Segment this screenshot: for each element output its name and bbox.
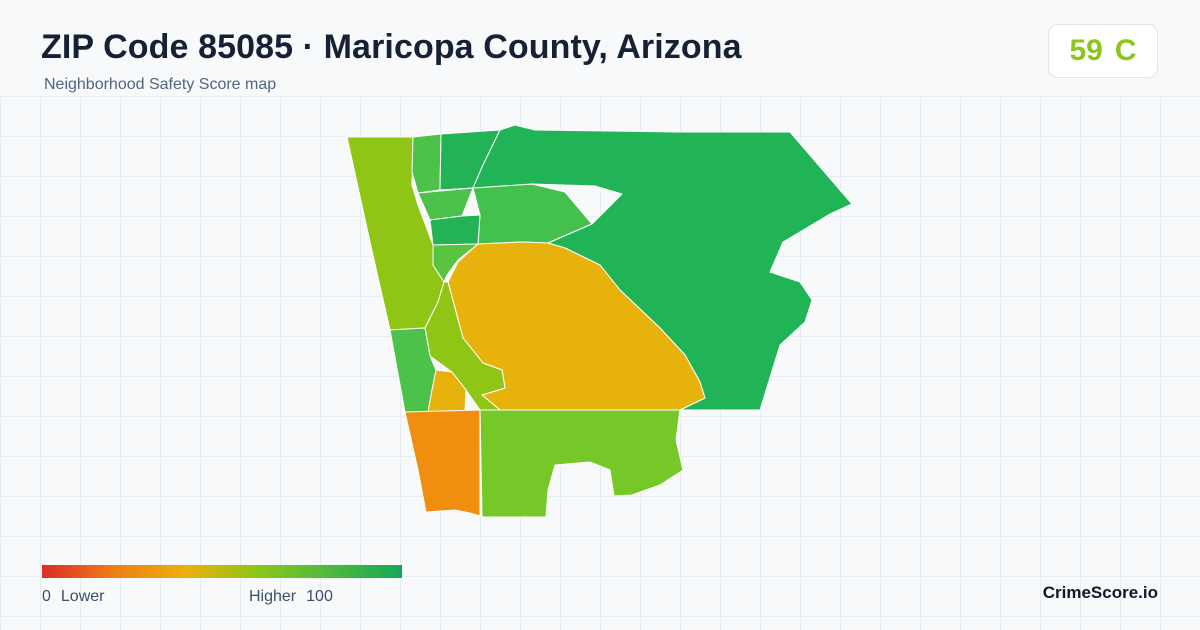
map-region-north-central-small[interactable] bbox=[417, 187, 474, 221]
legend-high-label: Higher bbox=[249, 588, 297, 605]
legend-high: Higher 100 bbox=[249, 588, 333, 606]
map-region-north-narrow[interactable] bbox=[411, 133, 442, 194]
safety-score-badge: 59 C bbox=[1048, 24, 1158, 78]
brand-logo-text[interactable]: CrimeScore.io bbox=[1042, 583, 1158, 602]
map-region-west-central-small[interactable] bbox=[429, 214, 481, 246]
page-title: ZIP Code 85085 · Maricopa County, Arizon… bbox=[41, 28, 742, 66]
score-value: 59 bbox=[1069, 34, 1103, 67]
legend-gradient-bar bbox=[42, 565, 402, 578]
legend-low-label: Lower bbox=[60, 588, 105, 605]
score-grade: C bbox=[1114, 34, 1137, 67]
map-region-south-central[interactable] bbox=[479, 409, 684, 518]
legend-low: 0 Lower bbox=[42, 588, 104, 606]
legend-low-value: 0 bbox=[42, 588, 51, 605]
map-region-southwest-corner[interactable] bbox=[404, 409, 481, 517]
header-band bbox=[0, 0, 1200, 96]
page-subtitle: Neighborhood Safety Score map bbox=[44, 76, 277, 93]
legend-high-value: 100 bbox=[306, 588, 333, 605]
